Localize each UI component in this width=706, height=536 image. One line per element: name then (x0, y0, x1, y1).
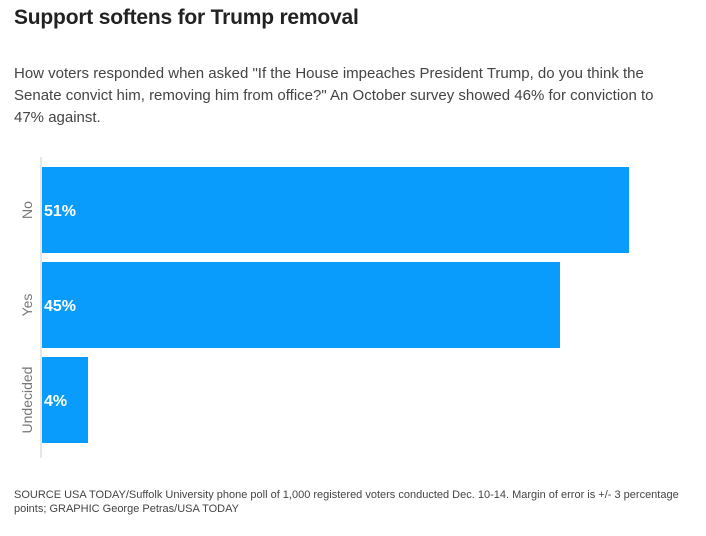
data-label-no: 51% (44, 203, 76, 220)
category-label-no: No (19, 201, 35, 219)
source-note: SOURCE USA TODAY/Suffolk University phon… (14, 489, 679, 515)
bar-undecided (42, 357, 88, 443)
bar-chart-svg: 51% No 45% Yes 4% Undecided (19, 157, 629, 458)
bar-no (42, 167, 629, 253)
category-label-yes: Yes (19, 294, 35, 317)
data-label-undecided: 4% (44, 393, 67, 410)
chart-subtitle: How voters responded when asked "If the … (14, 65, 654, 126)
bar-chart: 51% No 45% Yes 4% Undecided (0, 155, 706, 465)
bar-yes (42, 262, 560, 348)
category-label-undecided: Undecided (19, 367, 35, 434)
chart-title: Support softens for Trump removal (14, 6, 359, 29)
data-label-yes: 45% (44, 298, 76, 315)
